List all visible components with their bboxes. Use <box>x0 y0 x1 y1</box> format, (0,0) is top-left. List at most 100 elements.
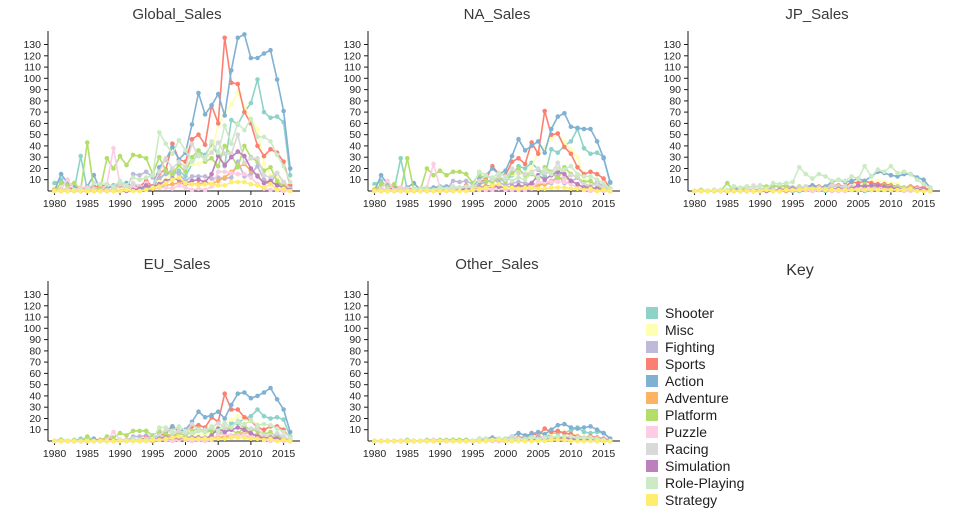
series-strategy <box>52 175 293 194</box>
series-strategy <box>692 186 933 194</box>
svg-text:2000: 2000 <box>174 448 198 460</box>
svg-text:1990: 1990 <box>748 198 772 210</box>
svg-text:2005: 2005 <box>207 198 231 210</box>
svg-text:20: 20 <box>29 413 41 425</box>
plot-global-sales: 10 20 30 40 50 60 70 80 90 100 110 120 130 1980 1985 19… <box>2 26 320 231</box>
svg-text:2010: 2010 <box>879 198 903 210</box>
svg-text:1985: 1985 <box>396 198 420 210</box>
svg-text:100: 100 <box>23 73 41 85</box>
svg-text:30: 30 <box>29 152 41 164</box>
svg-text:70: 70 <box>349 107 361 119</box>
plot-na-sales: 10 20 30 40 50 60 70 80 90 100 110 120 130 1980 1985 19… <box>322 26 640 231</box>
svg-text:30: 30 <box>29 402 41 414</box>
legend-item-puzzle: Puzzle <box>646 423 960 440</box>
legend-item-role-playing: Role-Playing <box>646 474 960 491</box>
svg-text:2005: 2005 <box>527 198 551 210</box>
svg-text:40: 40 <box>29 390 41 402</box>
svg-text:50: 50 <box>29 379 41 391</box>
x-axis: 1980 1985 1990 1995 2000 2005 2010 2015 <box>683 190 940 210</box>
svg-text:1980: 1980 <box>363 448 387 460</box>
legend-item-simulation: Simulation <box>646 457 960 474</box>
legend-item-sports: Sports <box>646 355 960 372</box>
svg-text:2005: 2005 <box>847 198 871 210</box>
panel-title-jp-sales: JP_Sales <box>785 6 849 23</box>
svg-text:80: 80 <box>349 345 361 357</box>
panel-title-na-sales: NA_Sales <box>463 6 531 23</box>
panel-na-sales: NA_Sales 10 20 30 40 50 60 70 80 90 100 110 120 130 1… <box>320 0 640 250</box>
legend-item-action: Action <box>646 372 960 389</box>
svg-text:80: 80 <box>29 345 41 357</box>
panel-jp-sales: JP_Sales 10 20 30 40 50 60 70 80 90 100 110 120 130 1… <box>640 0 960 250</box>
svg-text:130: 130 <box>663 39 681 51</box>
svg-text:70: 70 <box>669 107 681 119</box>
x-axis: 1980 1985 1990 1995 2000 2005 2010 2015 <box>363 440 620 460</box>
svg-text:80: 80 <box>349 95 361 107</box>
legend-swatch-misc <box>646 323 658 336</box>
legend: Key Shooter Misc Fighting Sports Action Adven… <box>640 250 960 508</box>
svg-text:2000: 2000 <box>494 448 518 460</box>
svg-text:1990: 1990 <box>108 198 132 210</box>
legend-swatch-puzzle <box>646 425 658 438</box>
legend-item-misc: Misc <box>646 321 960 338</box>
svg-text:10: 10 <box>669 174 681 186</box>
svg-text:120: 120 <box>663 50 681 62</box>
legend-label-shooter: Shooter <box>665 304 715 321</box>
svg-text:1980: 1980 <box>43 198 67 210</box>
legend-swatch-simulation <box>646 459 658 472</box>
svg-text:1990: 1990 <box>428 198 452 210</box>
x-axis: 1980 1985 1990 1995 2000 2005 2010 2015 <box>43 440 300 460</box>
legend-item-adventure: Adventure <box>646 389 960 406</box>
svg-text:1995: 1995 <box>461 448 485 460</box>
svg-text:120: 120 <box>343 50 361 62</box>
svg-text:90: 90 <box>29 334 41 346</box>
svg-text:2000: 2000 <box>814 198 838 210</box>
svg-text:2015: 2015 <box>272 448 296 460</box>
svg-text:40: 40 <box>669 140 681 152</box>
panel-title-other-sales: Other_Sales <box>455 256 539 273</box>
svg-text:1980: 1980 <box>363 198 387 210</box>
svg-text:130: 130 <box>343 289 361 301</box>
svg-text:1995: 1995 <box>461 198 485 210</box>
svg-text:20: 20 <box>349 163 361 175</box>
svg-text:30: 30 <box>349 402 361 414</box>
svg-text:2000: 2000 <box>494 198 518 210</box>
svg-text:110: 110 <box>24 312 41 324</box>
legend-swatch-shooter <box>646 306 658 319</box>
svg-text:1985: 1985 <box>716 198 740 210</box>
svg-text:130: 130 <box>23 39 41 51</box>
plot-other-sales: 10 20 30 40 50 60 70 80 90 100 110 120 130 1980 1985 19… <box>322 276 640 481</box>
svg-text:90: 90 <box>349 84 361 96</box>
svg-text:60: 60 <box>669 118 681 130</box>
legend-swatch-fighting <box>646 340 658 353</box>
panel-global-sales: Global_Sales 10 20 30 40 50 60 70 80 90 100 110 120… <box>0 0 320 250</box>
svg-text:1995: 1995 <box>141 198 165 210</box>
svg-text:100: 100 <box>663 73 681 85</box>
legend-entries: Shooter Misc Fighting Sports Action Adventure… <box>640 304 960 508</box>
svg-text:1985: 1985 <box>76 198 100 210</box>
svg-text:20: 20 <box>29 163 41 175</box>
svg-text:10: 10 <box>29 174 41 186</box>
svg-text:2010: 2010 <box>559 448 583 460</box>
svg-text:40: 40 <box>349 140 361 152</box>
panel-title-eu-sales: EU_Sales <box>143 256 211 273</box>
legend-label-sports: Sports <box>665 355 706 372</box>
svg-text:60: 60 <box>349 368 361 380</box>
svg-text:50: 50 <box>669 129 681 141</box>
panel-title-global-sales: Global_Sales <box>132 6 222 23</box>
svg-text:30: 30 <box>349 152 361 164</box>
svg-text:100: 100 <box>23 323 41 335</box>
legend-swatch-role-playing <box>646 476 658 489</box>
svg-text:60: 60 <box>349 118 361 130</box>
svg-text:2000: 2000 <box>174 198 198 210</box>
svg-text:20: 20 <box>669 163 681 175</box>
legend-swatch-platform <box>646 408 658 421</box>
x-axis: 1980 1985 1990 1995 2000 2005 2010 2015 <box>363 190 620 210</box>
